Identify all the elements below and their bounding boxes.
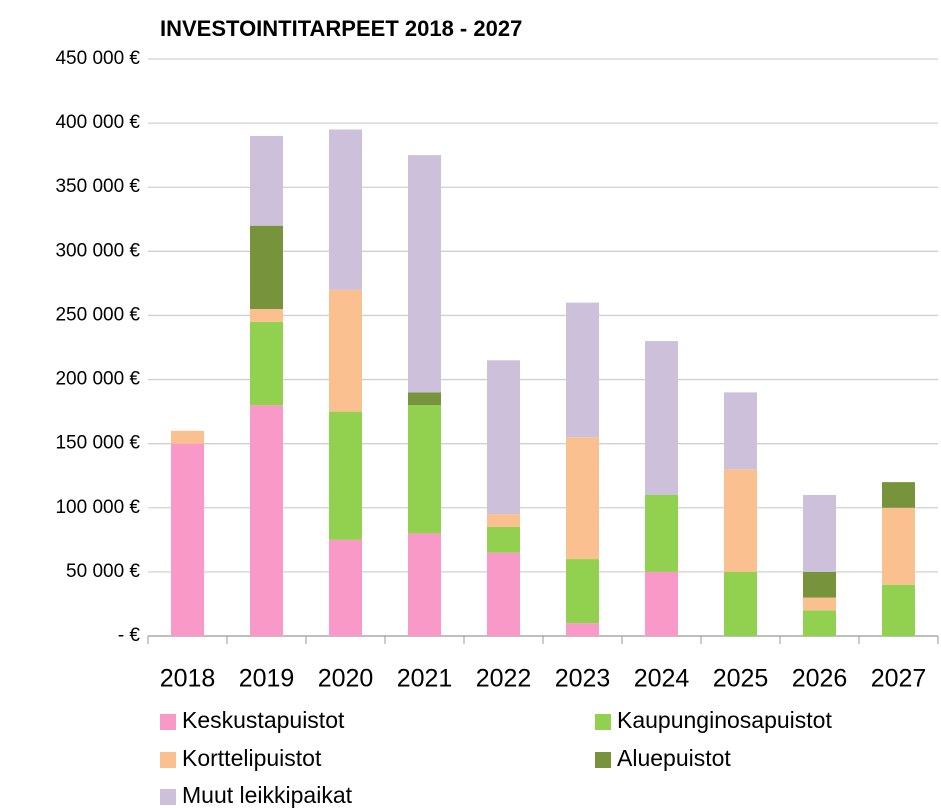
legend-swatch	[595, 752, 611, 768]
y-tick-label: 350 000 €	[55, 176, 140, 197]
bar-segment	[645, 571, 678, 636]
bar-segment	[882, 482, 915, 508]
bar-segment	[803, 494, 836, 572]
x-tick-label: 2026	[792, 665, 848, 693]
y-tick-label: 150 000 €	[55, 433, 140, 454]
bar-segment	[171, 443, 204, 636]
bar-segment	[882, 584, 915, 636]
bar-segment	[250, 309, 283, 322]
legend-label: Aluepuistot	[617, 745, 731, 771]
bar-segment	[408, 392, 441, 406]
y-tick-label: 50 000 €	[66, 561, 140, 582]
bar-segment	[250, 225, 283, 310]
x-tick-label: 2023	[555, 665, 611, 693]
x-tick-label: 2018	[160, 665, 216, 693]
bar-segment	[803, 597, 836, 611]
x-tick-label: 2019	[239, 665, 295, 693]
y-tick-label: 250 000 €	[55, 304, 140, 325]
bar-segment	[329, 129, 362, 290]
y-tick-label: - €	[118, 625, 141, 646]
legend-label: Keskustapuistot	[182, 707, 345, 733]
x-tick-label: 2025	[713, 665, 769, 693]
chart-title: INVESTOINTITARPEET 2018 - 2027	[160, 16, 522, 41]
x-tick-label: 2022	[476, 665, 532, 693]
bar-segment	[487, 527, 520, 553]
bar-segment	[487, 552, 520, 636]
bar-segment	[566, 623, 599, 636]
bar-segment	[645, 494, 678, 572]
legend-label: Muut leikkipaikat	[182, 782, 353, 808]
bar-segment	[566, 437, 599, 560]
y-tick-label: 100 000 €	[55, 497, 140, 518]
bar-segment	[566, 559, 599, 624]
x-tick-label: 2024	[634, 665, 690, 693]
bar-segment	[803, 610, 836, 636]
bar-segment	[250, 135, 283, 226]
y-tick-label: 300 000 €	[55, 240, 140, 261]
bar-segment	[803, 571, 836, 598]
y-tick-label: 400 000 €	[55, 112, 140, 133]
legend-swatch	[595, 714, 611, 730]
legend-swatch	[160, 714, 176, 730]
bar-segment	[171, 430, 204, 444]
bar-segment	[329, 289, 362, 412]
y-tick-label: 200 000 €	[55, 369, 140, 390]
bar-segment	[329, 539, 362, 636]
bar-segment	[250, 321, 283, 406]
legend-swatch	[160, 789, 176, 805]
bar-segment	[724, 571, 757, 636]
bar-segment	[882, 507, 915, 585]
x-tick-label: 2021	[397, 665, 453, 693]
bar-segment	[724, 469, 757, 572]
bar-segment	[566, 302, 599, 438]
bar-segment	[724, 392, 757, 470]
bar-segment	[408, 155, 441, 393]
bar-segment	[329, 411, 362, 540]
legend-swatch	[160, 752, 176, 768]
x-tick-label: 2027	[871, 665, 927, 693]
y-tick-label: 450 000 €	[55, 48, 140, 69]
legend-label: Korttelipuistot	[182, 745, 322, 771]
bar-segment	[487, 514, 520, 528]
bar-segment	[408, 405, 441, 534]
bar-segment	[408, 533, 441, 636]
bar-segment	[487, 360, 520, 515]
bar-segment	[645, 341, 678, 495]
legend-label: Kaupunginosapuistot	[617, 707, 832, 733]
bar-segment	[250, 405, 283, 636]
x-tick-label: 2020	[318, 665, 374, 693]
